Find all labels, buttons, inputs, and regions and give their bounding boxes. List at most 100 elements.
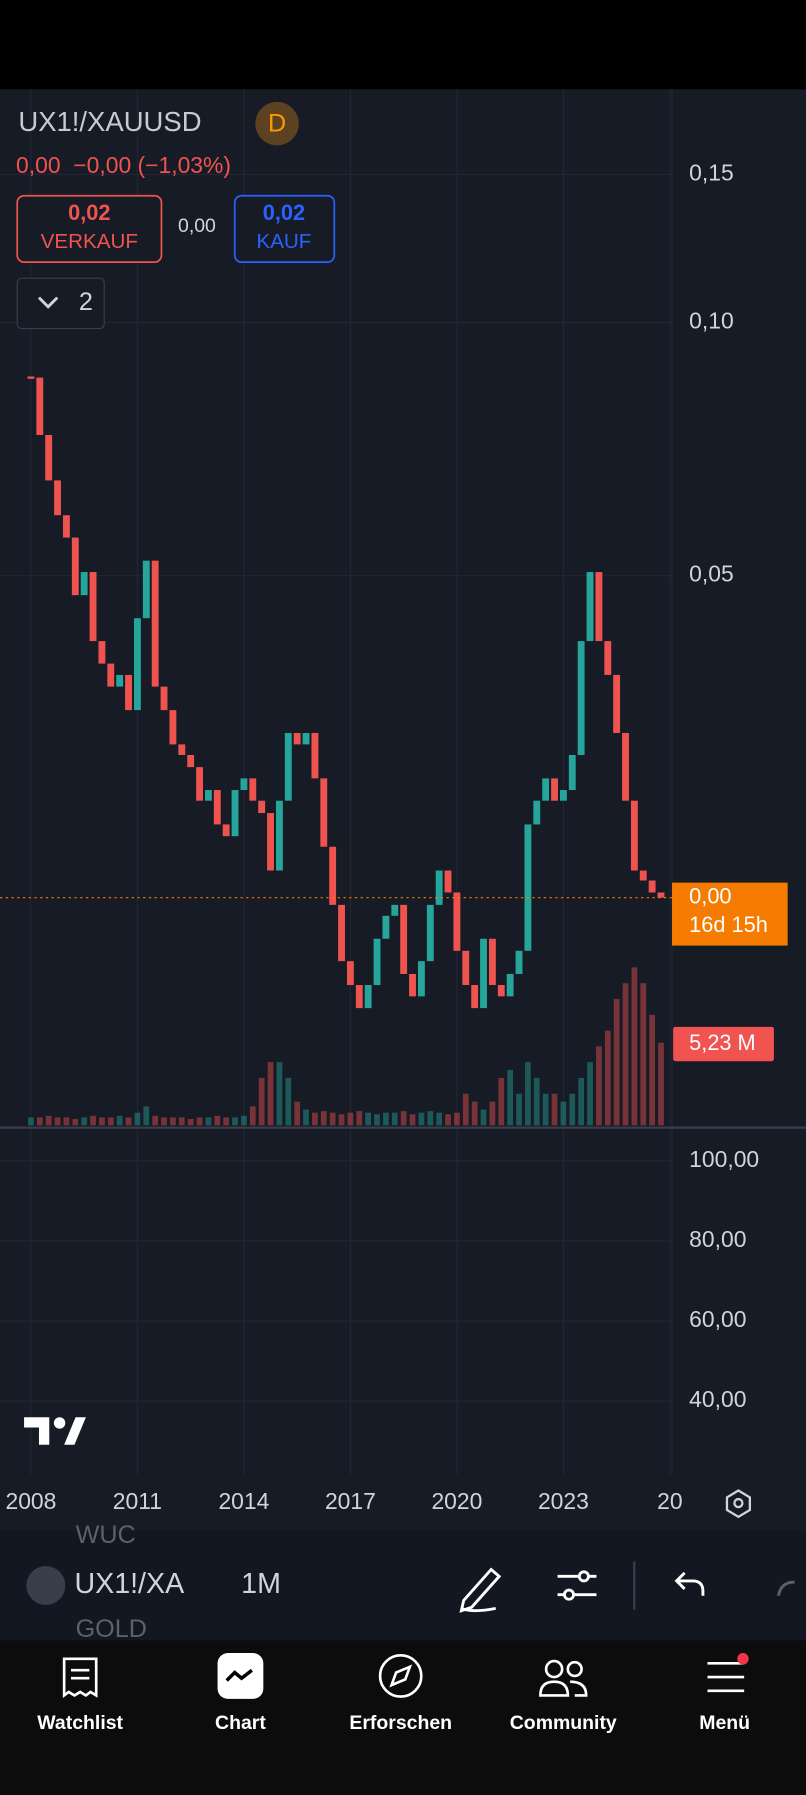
price-tag-value: 0,00 (689, 883, 731, 908)
candle (630, 800, 638, 871)
x-tick-label: 2008 (5, 1488, 56, 1514)
candle (45, 434, 53, 481)
volume-bar (90, 1115, 96, 1126)
volume-bar (454, 1112, 460, 1126)
candle (551, 778, 558, 801)
indicator-icon[interactable] (557, 1570, 597, 1601)
candle (329, 846, 337, 905)
nav-label[interactable]: Chart (215, 1712, 266, 1734)
menu-badge (737, 1653, 749, 1665)
sell-price: 0,02 (68, 200, 110, 225)
volume-bar (356, 1111, 363, 1126)
volume-bar (223, 1117, 230, 1126)
nav-label[interactable]: Community (510, 1712, 617, 1734)
candle (417, 961, 425, 997)
candle (613, 674, 621, 733)
candle (62, 515, 70, 538)
nav-label[interactable]: Menü (699, 1712, 750, 1734)
volume-bar (134, 1112, 141, 1126)
candle (213, 790, 221, 825)
explore-needle (389, 1664, 413, 1688)
community-icon[interactable] (544, 1659, 564, 1679)
toolbar-interval[interactable]: 1M (241, 1568, 281, 1600)
watchlist-icon[interactable] (62, 1657, 98, 1699)
volume-bar (578, 1077, 585, 1126)
indicator-count: 2 (79, 288, 93, 316)
volume-bar (170, 1117, 176, 1126)
explore-icon[interactable] (378, 1654, 423, 1698)
volume-tag-label: 5,23 M (689, 1030, 756, 1055)
candle (382, 915, 390, 939)
badge-letter: D (268, 109, 286, 137)
nav-label[interactable]: Erforschen (349, 1712, 452, 1734)
volume-bar (525, 1062, 531, 1126)
candle (568, 754, 576, 791)
settings-icon-dot (733, 1497, 744, 1509)
volume-bar (276, 1062, 283, 1126)
volume-bar (187, 1118, 194, 1126)
volume-tag (673, 1026, 774, 1062)
symbol-avatar (26, 1566, 66, 1605)
candle (187, 754, 195, 768)
volume-bar (613, 998, 620, 1126)
volume-bar (489, 1101, 496, 1126)
candle (338, 904, 345, 962)
candle (275, 800, 283, 871)
candle (80, 572, 88, 596)
candle (533, 800, 541, 825)
candle (657, 892, 665, 898)
toolbar-symbol[interactable]: UX1!/XA (74, 1568, 185, 1600)
candle (409, 973, 416, 997)
redo-icon[interactable] (777, 1580, 795, 1597)
indicator-toggle[interactable] (16, 277, 105, 330)
toolbar (0, 1531, 806, 1641)
volume-bar (596, 1046, 602, 1126)
candle (169, 710, 177, 745)
volume-bar (99, 1117, 105, 1126)
volume-bar (258, 1077, 265, 1126)
candle (480, 938, 487, 1009)
menu-icon[interactable] (707, 1662, 745, 1693)
nav-label[interactable]: Watchlist (37, 1712, 123, 1734)
draw-icon[interactable] (459, 1567, 502, 1613)
x-tick-label: 2011 (113, 1488, 162, 1514)
candle (320, 778, 328, 847)
volume-bar (427, 1111, 434, 1126)
badge (255, 101, 299, 146)
volume-bar (45, 1115, 52, 1126)
volume-bar (28, 1117, 34, 1126)
volume-bar (161, 1117, 167, 1126)
volume-bar (178, 1117, 185, 1126)
candle (231, 790, 239, 837)
settings-icon[interactable] (725, 1489, 752, 1519)
volume-bar (320, 1111, 327, 1126)
volume-bar (587, 1062, 593, 1126)
volume-bar (445, 1114, 451, 1126)
buy-button[interactable] (233, 194, 336, 264)
candle (54, 480, 61, 516)
chart-tab-glyph (225, 1668, 253, 1682)
pane2-tick-label: 80,00 (689, 1226, 746, 1252)
volume-bar (143, 1106, 150, 1126)
volume-bar (374, 1114, 380, 1126)
sell-button[interactable] (16, 194, 163, 264)
volume-bar (418, 1112, 425, 1126)
volume-bar (391, 1112, 398, 1126)
candle (462, 950, 470, 985)
undo-icon[interactable] (674, 1571, 705, 1596)
symbol[interactable]: UX1!/XAUUSD (18, 106, 201, 137)
volume-bar (533, 1077, 540, 1126)
candle (426, 904, 434, 962)
y-tick-label: 0,05 (689, 561, 734, 587)
candle (293, 732, 301, 745)
pane2-tick-label: 40,00 (689, 1386, 746, 1412)
volume-bar (516, 1093, 522, 1126)
candle (524, 824, 532, 951)
volume-bar (480, 1109, 487, 1126)
candle (400, 904, 408, 974)
candle (497, 984, 505, 997)
candle (98, 641, 106, 664)
volume-bar (542, 1093, 549, 1126)
volume-bar (604, 1030, 611, 1126)
price-tag (672, 882, 788, 946)
